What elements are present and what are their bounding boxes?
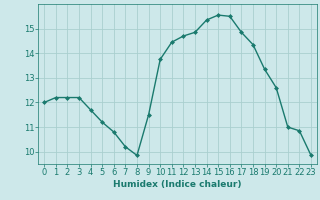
X-axis label: Humidex (Indice chaleur): Humidex (Indice chaleur) [113,180,242,189]
